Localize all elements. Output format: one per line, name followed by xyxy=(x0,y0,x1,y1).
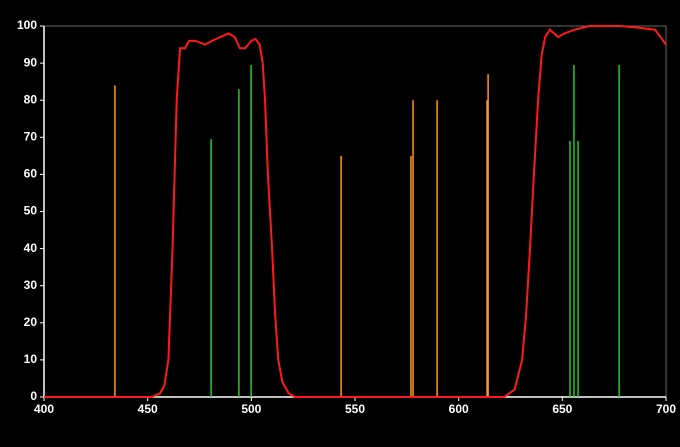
x-tick-label: 650 xyxy=(552,402,572,416)
x-tick-label: 550 xyxy=(345,402,365,416)
y-tick-label: 90 xyxy=(24,55,38,69)
y-tick-label: 20 xyxy=(24,315,38,329)
x-tick-label: 400 xyxy=(34,402,54,416)
transmission-curve xyxy=(44,25,667,398)
y-tick-label: 50 xyxy=(24,204,38,218)
y-tick-label: 70 xyxy=(24,129,38,143)
y-tick-label: 100 xyxy=(17,18,37,32)
y-tick-label: 60 xyxy=(24,167,38,181)
x-tick-label: 500 xyxy=(241,402,261,416)
x-tick-label: 700 xyxy=(656,402,676,416)
y-tick-label: 40 xyxy=(24,241,38,255)
x-tick-label: 450 xyxy=(138,402,158,416)
y-tick-label: 30 xyxy=(24,278,38,292)
y-tick-label: 10 xyxy=(24,352,38,366)
y-tick-label: 0 xyxy=(30,389,37,403)
x-tick-label: 600 xyxy=(449,402,469,416)
y-tick-label: 80 xyxy=(24,92,38,106)
